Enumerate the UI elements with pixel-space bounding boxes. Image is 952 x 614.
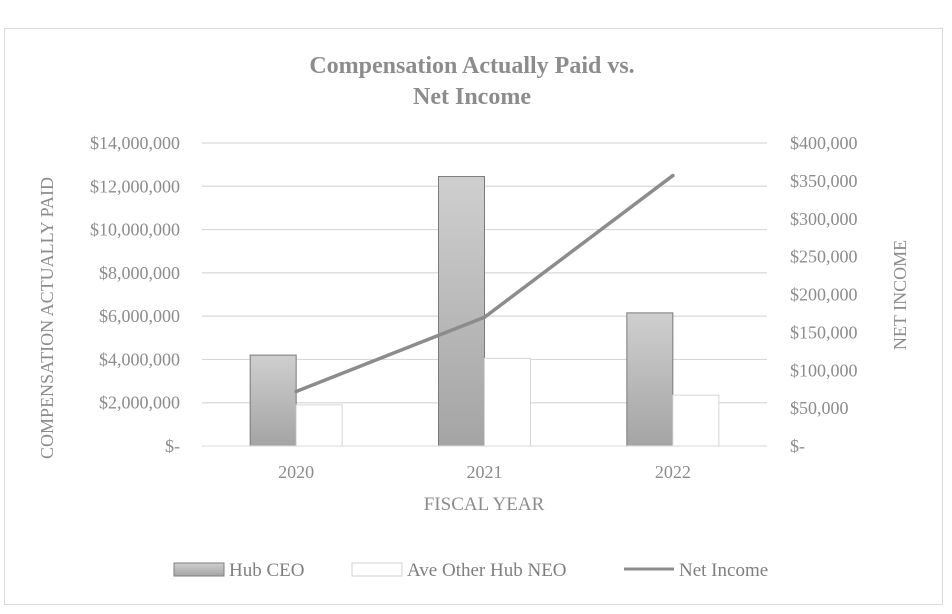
y2-tick-label-7: $350,000 [790, 171, 858, 191]
y-tick-label-0: $- [165, 436, 180, 456]
y2-axis-title: NET INCOME [890, 240, 910, 350]
y-tick-label-5: $10,000,000 [90, 220, 180, 240]
legend: Hub CEO Ave Other Hub NEO Net Income [173, 560, 768, 581]
y2-tick-label-2: $100,000 [790, 360, 858, 380]
y2-tick-label-1: $50,000 [790, 398, 849, 418]
chart-title-line-2: Net Income [413, 84, 531, 110]
y-tick-label-7: $14,000,000 [90, 133, 180, 153]
y-tick-label-6: $12,000,000 [90, 176, 180, 196]
y2-tick-label-8: $400,000 [790, 133, 858, 153]
x-tick-label-2021: 2021 [467, 462, 503, 482]
legend-label-net-income: Net Income [679, 560, 768, 581]
bar-ave-other-hub-neo-2022 [672, 394, 720, 447]
bar-hub-ceo-2020 [249, 354, 297, 447]
x-axis-tick-labels: 2020 2021 2022 [278, 462, 691, 482]
y2-tick-label-4: $200,000 [790, 285, 858, 305]
y2-tick-label-6: $300,000 [790, 209, 858, 229]
bars [249, 176, 720, 447]
y2-tick-label-0: $- [790, 436, 805, 456]
point-net-income-2021 [482, 315, 487, 320]
chart-title-line-1: Compensation Actually Paid vs. [309, 53, 634, 79]
bar-hub-ceo-2022 [626, 312, 674, 447]
x-tick-label-2022: 2022 [655, 462, 691, 482]
bar-ave-other-hub-neo-2020 [295, 404, 343, 447]
legend-label-ave-other-hub-neo: Ave Other Hub NEO [407, 560, 567, 581]
point-net-income-2020 [294, 389, 298, 394]
y2-axis-tick-labels: $- $50,000 $100,000 $150,000 $200,000 $250,00… [790, 133, 858, 456]
y2-tick-label-5: $250,000 [790, 247, 858, 267]
y-tick-label-3: $6,000,000 [99, 306, 180, 326]
y-tick-label-1: $2,000,000 [99, 393, 180, 413]
x-tick-label-2020: 2020 [278, 462, 314, 482]
x-axis-title: FISCAL YEAR [424, 494, 545, 515]
net-income-line [294, 173, 675, 394]
bar-ave-other-hub-neo-2021 [484, 357, 531, 447]
y2-tick-label-3: $150,000 [790, 322, 858, 342]
y-axis-title: COMPENSATION ACTUALLY PAID [37, 177, 57, 459]
point-net-income-2022 [671, 173, 675, 178]
y-tick-label-2: $4,000,000 [99, 349, 180, 369]
legend-swatch-ave-other-hub-neo [351, 562, 403, 577]
bar-hub-ceo-2021 [438, 176, 485, 447]
y-axis-tick-labels: $- $2,000,000 $4,000,000 $6,000,000 $8,000,0… [90, 133, 180, 456]
legend-swatch-hub-ceo [173, 562, 225, 577]
y-tick-label-4: $8,000,000 [99, 263, 180, 283]
legend-label-hub-ceo: Hub CEO [229, 560, 304, 581]
